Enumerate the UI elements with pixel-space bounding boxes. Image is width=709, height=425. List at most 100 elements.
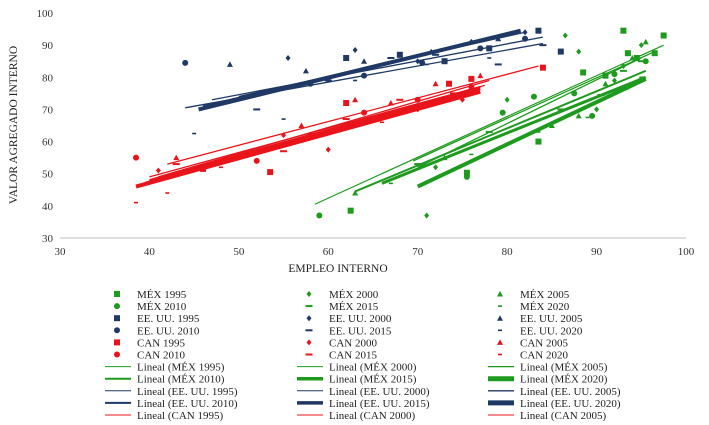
trendline xyxy=(158,79,490,178)
x-tick-label: 50 xyxy=(233,246,245,258)
legend-label: MÉX 2000 xyxy=(329,289,379,301)
data-point xyxy=(642,38,649,45)
data-point xyxy=(285,55,291,61)
data-point xyxy=(302,67,309,74)
legend-label: EE. UU. 2020 xyxy=(520,325,583,337)
data-point xyxy=(414,163,422,166)
data-point xyxy=(539,64,546,71)
legend-label: Lineal (EE. UU. 1995) xyxy=(137,386,238,398)
data-point xyxy=(182,59,189,66)
data-point xyxy=(165,192,170,194)
data-point xyxy=(539,44,547,47)
data-point xyxy=(589,112,596,119)
legend-label: CAN 1995 xyxy=(137,337,185,349)
data-point xyxy=(415,58,421,65)
legend-label: CAN 2000 xyxy=(329,337,377,349)
data-point xyxy=(361,109,368,116)
x-axis-title: EMPLEO INTERNO xyxy=(288,263,387,275)
data-point xyxy=(387,100,394,106)
legend-label: MÉX 2005 xyxy=(520,289,570,301)
data-point xyxy=(192,132,197,135)
legend-marker-swatch xyxy=(305,329,313,332)
legend-label: Lineal (MÉX 2005) xyxy=(520,362,608,374)
legend-marker-swatch xyxy=(306,339,312,346)
trendline xyxy=(314,44,664,205)
legend-item: Lineal (EE. UU. 1995) xyxy=(105,386,238,398)
data-point xyxy=(548,122,555,128)
legend-label: Lineal (EE. UU. 2005) xyxy=(520,386,621,398)
legend-item: MÉX 1995 xyxy=(114,289,187,301)
legend-label: Lineal (CAN 2005) xyxy=(520,410,606,422)
legend-label: Lineal (MÉX 2015) xyxy=(329,374,417,386)
legend-item: Lineal (CAN 2000) xyxy=(297,410,415,422)
data-point xyxy=(347,207,354,214)
chart-axes: 30 40 50 60 70 80 90 100 30 40 50 60 70 80 90 100 xyxy=(37,8,695,258)
data-point xyxy=(307,80,314,87)
data-point xyxy=(651,50,658,57)
data-point xyxy=(571,90,578,97)
x-tick-label: 70 xyxy=(412,246,424,258)
x-tick-label: 60 xyxy=(323,246,335,258)
legend-item: MÉX 2000 xyxy=(306,289,379,301)
data-point xyxy=(639,76,644,79)
legend-label: EE. UU. 2000 xyxy=(329,313,392,325)
legend-marker-swatch xyxy=(305,305,313,308)
legend-item: CAN 2020 xyxy=(498,350,568,362)
data-point xyxy=(396,51,403,58)
data-point xyxy=(253,157,260,164)
legend-label: Lineal (EE. UU. 2010) xyxy=(137,398,238,410)
data-point xyxy=(155,167,161,174)
legend-label: CAN 2010 xyxy=(137,350,185,362)
data-point xyxy=(468,38,474,45)
data-point xyxy=(638,42,644,49)
legend-marker-swatch xyxy=(498,329,502,332)
legend-item: Lineal (EE. UU. 2005) xyxy=(488,386,621,398)
y-axis-title: VALOR AGREGADO INTERNO xyxy=(8,46,20,204)
data-points xyxy=(133,27,667,219)
trendline xyxy=(149,85,481,182)
legend-item: Lineal (MÉX 1995) xyxy=(105,362,225,374)
data-point xyxy=(624,50,631,57)
legend-item: EE. UU. 2005 xyxy=(497,313,583,325)
data-point xyxy=(602,80,609,87)
data-point xyxy=(499,109,506,116)
legend-item: EE. UU. 2020 xyxy=(498,325,583,337)
data-point xyxy=(342,118,350,121)
legend-marker-swatch xyxy=(306,315,312,322)
data-point xyxy=(281,132,287,139)
data-point xyxy=(594,106,600,113)
legend-marker-swatch xyxy=(305,353,313,356)
data-point xyxy=(428,48,435,55)
data-point xyxy=(324,79,332,82)
trendline xyxy=(381,75,647,185)
data-point xyxy=(433,164,439,171)
data-point xyxy=(379,121,384,124)
data-point xyxy=(446,80,453,87)
y-tick-label: 70 xyxy=(42,104,54,116)
legend-item: Lineal (EE. UU. 2010) xyxy=(105,398,238,410)
data-point xyxy=(343,55,350,61)
data-point xyxy=(388,182,393,185)
data-point xyxy=(415,106,421,113)
data-point xyxy=(535,138,542,145)
legend-marker-swatch xyxy=(114,291,120,297)
data-point xyxy=(353,79,358,82)
data-point xyxy=(449,92,457,95)
y-tick-label: 40 xyxy=(42,201,54,213)
data-point xyxy=(637,60,645,63)
data-point xyxy=(487,57,492,59)
legend-label: EE. UU. 2015 xyxy=(329,325,392,337)
legend-label: MÉX 2010 xyxy=(137,301,187,313)
legend-item: EE. UU. 2000 xyxy=(306,313,392,325)
data-point xyxy=(307,132,314,139)
data-point xyxy=(616,89,621,91)
data-point xyxy=(352,96,359,103)
data-point xyxy=(477,72,484,79)
data-point xyxy=(218,166,223,169)
data-point xyxy=(535,27,542,34)
legend-item: MÉX 2015 xyxy=(305,301,379,313)
legend-item: Lineal (MÉX 2005) xyxy=(488,362,608,374)
legend-marker-swatch xyxy=(306,291,312,297)
data-point xyxy=(562,32,568,39)
legend-marker-swatch xyxy=(114,327,120,334)
